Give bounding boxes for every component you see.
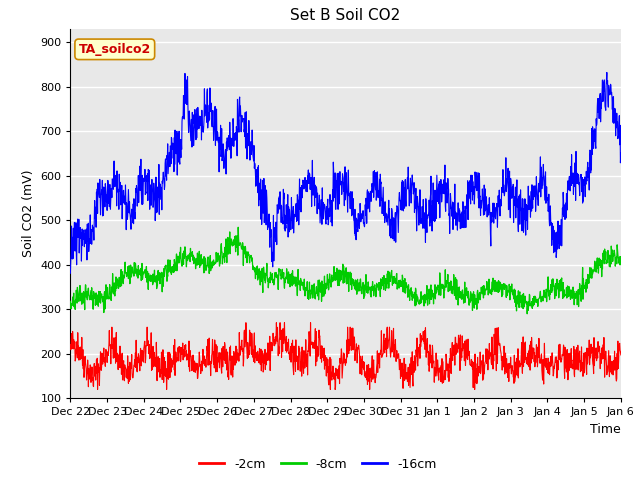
Text: TA_soilco2: TA_soilco2 [79,43,151,56]
Title: Set B Soil CO2: Set B Soil CO2 [291,9,401,24]
X-axis label: Time: Time [590,423,621,436]
Y-axis label: Soil CO2 (mV): Soil CO2 (mV) [22,170,35,257]
Legend: -2cm, -8cm, -16cm: -2cm, -8cm, -16cm [195,453,442,476]
